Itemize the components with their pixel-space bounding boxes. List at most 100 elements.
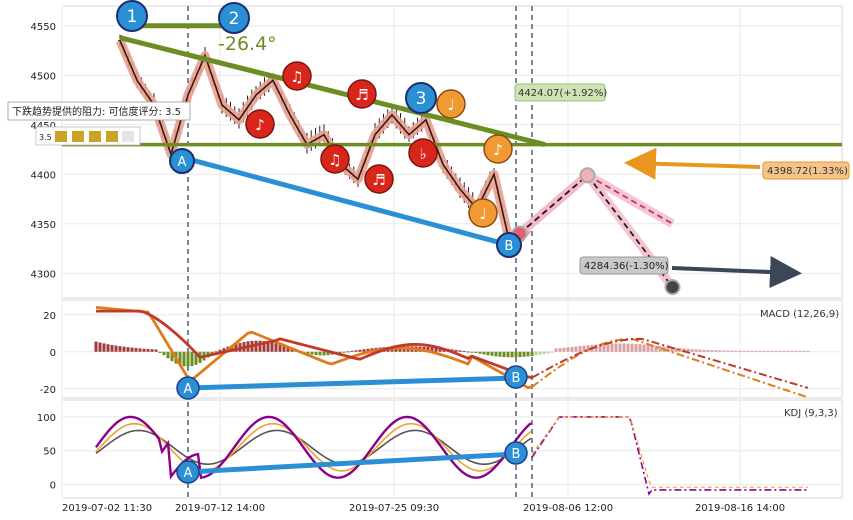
macd-bar	[730, 350, 734, 352]
y-tick-label: 4400	[31, 170, 56, 181]
macd-bar	[726, 350, 730, 352]
macd-bar	[486, 351, 490, 356]
macd-bar	[734, 350, 738, 352]
macd-bar	[594, 344, 598, 352]
macd-bar	[346, 351, 350, 353]
pattern-point-label: 1	[127, 7, 138, 27]
macd-bar	[686, 348, 690, 352]
macd-bar	[634, 343, 638, 352]
macd-bar	[674, 347, 678, 352]
macd-bar	[542, 351, 546, 354]
macd-bar	[546, 351, 550, 354]
music-note-glyph: ♫	[290, 68, 303, 86]
macd-bar	[538, 351, 542, 355]
y-tick-label: 0	[50, 480, 56, 491]
macd-bar	[354, 350, 358, 352]
macd-bar	[682, 348, 686, 352]
macd-bar	[506, 351, 510, 358]
macd-bar	[270, 342, 274, 352]
kdj-trend	[187, 451, 517, 475]
macd-point-b: B	[504, 365, 528, 389]
macd-bar	[454, 349, 458, 352]
trend-lines	[62, 23, 842, 248]
macd-bar	[566, 347, 570, 352]
macd-bar	[218, 349, 222, 352]
macd-bar	[262, 340, 266, 352]
macd-bar	[518, 351, 522, 358]
macd-bar	[618, 343, 622, 352]
macd-bar	[698, 349, 702, 352]
macd-bar	[482, 351, 486, 355]
macd-lines	[95, 306, 809, 399]
x-tick-label: 2019-08-16 14:00	[695, 503, 785, 514]
macd-dea-line	[96, 309, 533, 380]
macd-bar	[678, 348, 682, 352]
macd-bar	[782, 350, 786, 352]
kdj-point-b: B	[504, 441, 528, 465]
macd-bar	[574, 346, 578, 352]
x-axis-ticks: 2019-07-02 11:30 2019-07-12 14:00 2019-07-…	[62, 503, 785, 514]
macd-bar	[326, 351, 330, 356]
macd-bar	[770, 350, 774, 352]
macd-bar	[210, 351, 214, 355]
macd-bar	[606, 343, 610, 352]
music-note-icon	[468, 198, 498, 228]
macd-bar	[470, 351, 474, 353]
macd-bar	[186, 351, 190, 367]
y-tick-label: 4550	[31, 22, 56, 33]
macd-bar	[150, 349, 154, 352]
macd-bar	[98, 342, 102, 352]
kdj-d-forecast	[531, 416, 808, 488]
resistance-note: 下跌趋势提供的阻力: 可信度评分: 3.5	[7, 101, 191, 121]
kdj-point-a: A	[176, 460, 200, 484]
macd-bar	[426, 346, 430, 352]
macd-bar	[762, 350, 766, 352]
macd-dif-forecast	[531, 337, 809, 399]
y-tick-label: 100	[37, 413, 56, 424]
x-tick-label: 2019-07-25 09:30	[349, 503, 439, 514]
macd-bar	[490, 351, 494, 356]
forecast-mid	[579, 167, 596, 184]
macd-bar	[142, 348, 146, 352]
label-up-text: 4424.07(+1.92%)	[518, 88, 607, 99]
macd-bar	[494, 351, 498, 357]
macd-bar	[430, 347, 434, 352]
macd-bar	[178, 351, 182, 366]
pattern-point-2	[218, 2, 250, 34]
music-note-glyph: ♩	[447, 96, 454, 114]
svg-text:B: B	[512, 447, 521, 462]
forecast-end	[664, 279, 681, 296]
macd-bar	[742, 350, 746, 352]
music-note-glyph: ♬	[355, 86, 368, 104]
svg-text:B: B	[512, 371, 521, 386]
macd-bar	[650, 345, 654, 352]
macd-bar	[766, 350, 770, 352]
macd-bar	[602, 343, 606, 352]
macd-bar	[702, 349, 706, 352]
music-note-markers: ♪ ♫ ♫ ♬ ♬ ♭ ♩ ♪ ♩	[245, 61, 513, 228]
music-note-glyph: ♭	[419, 145, 426, 163]
macd-bar	[522, 351, 526, 357]
macd-point-a: A	[176, 376, 200, 400]
macd-bar	[786, 350, 790, 352]
label-mid: 4398.72(1.33%)	[624, 147, 850, 180]
macd-bar	[306, 351, 310, 354]
macd-bar	[322, 351, 326, 356]
y-tick-label: -20	[40, 385, 56, 396]
macd-bar	[434, 347, 438, 352]
macd-bar	[358, 349, 362, 352]
macd-bar	[554, 348, 558, 352]
macd-bar	[102, 343, 106, 352]
macd-bar	[578, 346, 582, 352]
macd-title: MACD (12,26,9)	[760, 309, 839, 320]
macd-bar	[758, 350, 762, 352]
macd-bar	[170, 351, 174, 362]
macd-bar	[286, 347, 290, 352]
macd-bar	[722, 350, 726, 352]
macd-bar	[194, 351, 198, 365]
macd-bar	[106, 344, 110, 352]
macd-bar	[314, 351, 318, 356]
y-tick-label: 4300	[31, 269, 56, 280]
forecast-up-line	[518, 174, 673, 235]
